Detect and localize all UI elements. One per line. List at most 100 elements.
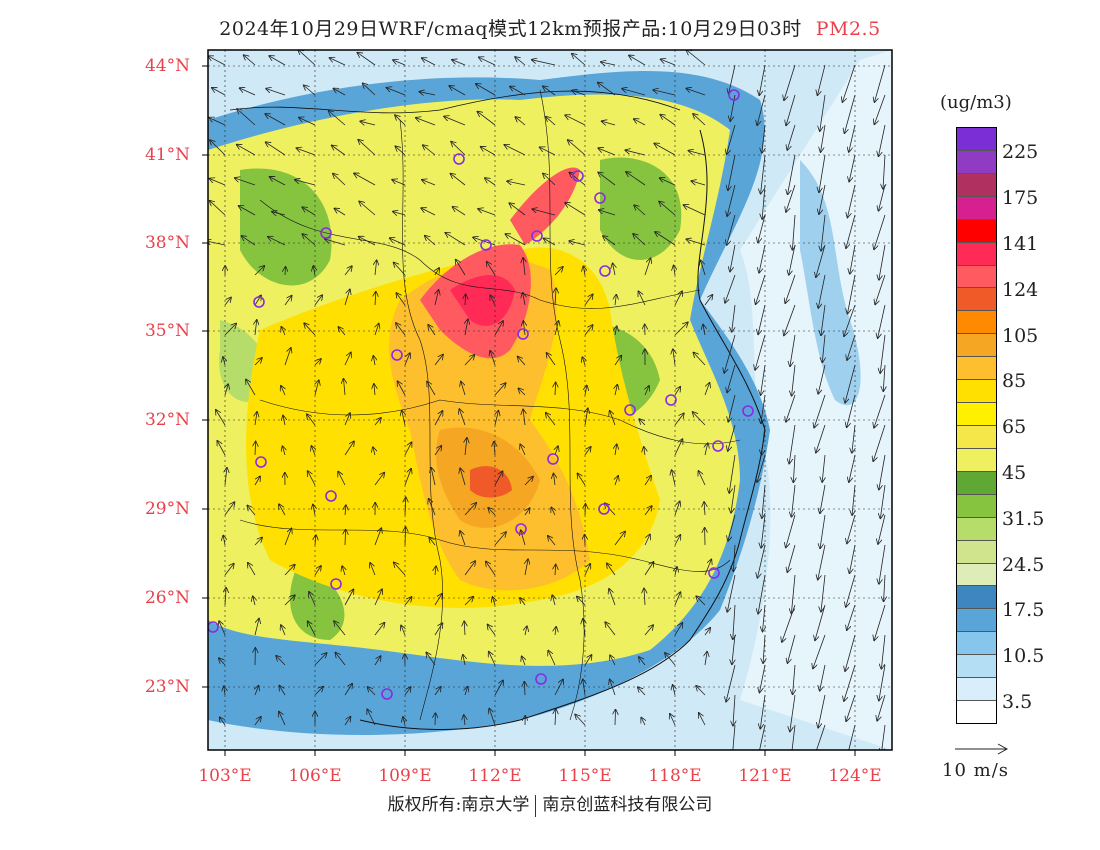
wind-arrow	[760, 694, 766, 729]
wind-arrow	[225, 384, 228, 396]
wind-arrow	[223, 536, 225, 546]
wind-arrow	[543, 174, 556, 186]
wind-arrow	[281, 386, 285, 396]
wind-arrow	[279, 686, 286, 696]
wind-arrow	[295, 180, 316, 186]
wind-arrow	[225, 468, 227, 486]
wind-arrow	[822, 334, 825, 362]
wind-arrow	[644, 625, 653, 636]
wind-arrow	[396, 146, 406, 156]
wind-arrow	[568, 140, 586, 156]
variable-label: PM2.5	[815, 18, 881, 40]
legend-label-124: 124	[1002, 279, 1039, 301]
legend-color-segment	[957, 242, 996, 266]
legend-label-45: 45	[1002, 462, 1027, 484]
wind-arrow	[445, 233, 466, 246]
wind-arrow	[344, 413, 350, 426]
legend-color-segment	[957, 678, 996, 702]
wind-arrow	[434, 411, 443, 426]
wind-arrow	[761, 394, 766, 423]
wind-arrow	[852, 424, 855, 453]
city-station-marker	[708, 567, 720, 579]
wind-arrow	[255, 686, 259, 696]
wind-arrow	[481, 147, 496, 156]
wind-arrow	[880, 334, 886, 373]
wind-arrow	[219, 658, 226, 666]
legend-label-141: 141	[1002, 233, 1039, 255]
wind-arrow	[756, 274, 766, 304]
wind-arrow	[699, 471, 706, 486]
wind-arrow	[881, 634, 886, 669]
wind-arrow	[224, 686, 225, 696]
wind-arrow	[435, 268, 439, 276]
wind-arrow	[704, 628, 710, 636]
wind-arrow	[761, 364, 766, 395]
wind-arrow	[359, 237, 376, 246]
wind-arrow	[224, 502, 234, 516]
lat-label-26: 26°N	[144, 588, 190, 608]
legend-label-85: 85	[1002, 370, 1027, 392]
wind-arrow	[693, 412, 706, 426]
wind-arrow	[465, 687, 468, 696]
city-station-marker	[253, 296, 265, 308]
wind-arrow	[694, 353, 706, 366]
legend-color-segment	[957, 448, 996, 472]
wind-arrow	[426, 653, 436, 666]
wind-arrow	[547, 353, 556, 366]
wind-arrow	[283, 446, 286, 456]
wind-arrow	[598, 148, 616, 156]
wind-arrow	[398, 381, 406, 396]
wind-arrow	[358, 140, 376, 156]
wind-arrow	[265, 114, 286, 126]
wind-arrow	[464, 503, 476, 516]
wind-arrow	[874, 604, 886, 640]
wind-arrow	[847, 514, 856, 543]
wind-arrow	[494, 471, 503, 486]
wind-arrow	[846, 574, 856, 607]
wind-arrow	[546, 413, 556, 426]
legend-label-24-5: 24.5	[1002, 554, 1045, 576]
wind-arrow	[396, 323, 406, 336]
wind-arrow	[555, 446, 558, 456]
wind-arrow	[724, 334, 736, 373]
wind-arrow	[254, 538, 262, 546]
wind-arrow	[494, 321, 503, 336]
wind-arrow	[216, 410, 226, 426]
wind-arrow	[210, 201, 226, 216]
wind-arrow	[240, 88, 256, 96]
wind-arrow	[731, 484, 736, 513]
wind-arrow	[332, 146, 346, 156]
wind-arrow	[660, 178, 676, 186]
wind-arrow	[761, 154, 766, 194]
wind-arrow	[787, 124, 796, 150]
wind-arrow	[345, 505, 346, 516]
lon-label-124: 124°E	[828, 766, 882, 786]
wind-arrow	[603, 236, 616, 246]
wind-arrow	[463, 655, 465, 666]
wind-arrow	[629, 56, 646, 66]
wind-arrow	[209, 56, 226, 66]
wind-arrow	[242, 236, 256, 246]
wind-arrow	[465, 295, 466, 306]
wind-arrow	[370, 563, 376, 576]
lat-label-29: 29°N	[144, 499, 190, 519]
legend-color-segment	[957, 655, 996, 679]
wind-arrow	[284, 348, 291, 366]
wind-arrow	[644, 535, 650, 546]
wind-arrow	[393, 212, 406, 215]
wind-arrow	[793, 454, 795, 482]
wind-arrow	[875, 274, 886, 304]
wind-arrow	[601, 62, 616, 65]
wind-arrow	[639, 419, 646, 426]
wind-arrow	[453, 207, 466, 216]
wind-arrow	[405, 498, 406, 516]
legend-color-segment	[957, 150, 996, 174]
wind-arrow	[821, 124, 826, 152]
wind-arrow	[464, 622, 465, 636]
wind-arrow	[789, 424, 796, 463]
wind-arrow	[634, 205, 646, 216]
wind-arrow	[298, 50, 316, 66]
wind-arrow	[488, 625, 496, 636]
wind-arrow	[598, 172, 616, 186]
wind-arrow	[763, 604, 766, 631]
